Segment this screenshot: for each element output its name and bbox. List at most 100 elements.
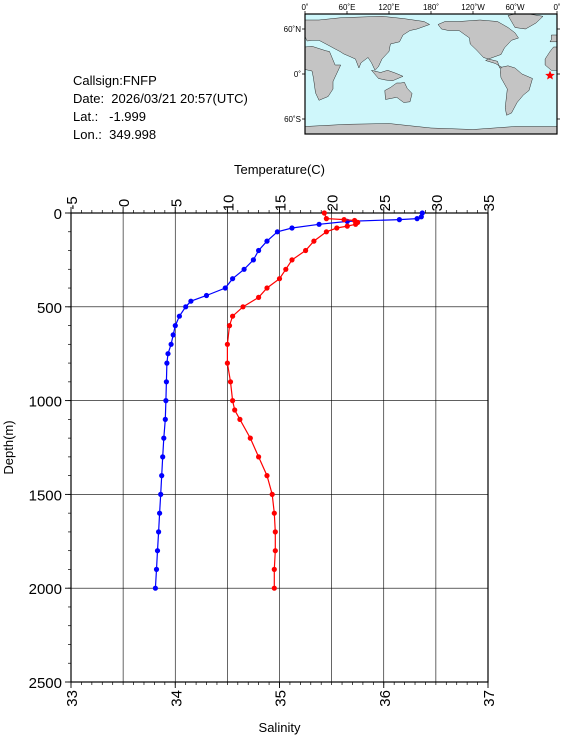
map-land-indonesia	[370, 69, 404, 82]
salinity-data-point	[272, 548, 278, 554]
depth-tick-label: 500	[37, 300, 62, 317]
salinity-data-point	[283, 266, 289, 272]
temperature-tick-label: 10	[220, 195, 237, 212]
temperature-data-point	[160, 454, 166, 460]
map-lon-label: 60˚W	[505, 3, 525, 12]
map-lon-label: 120˚E	[378, 3, 399, 12]
salinity-data-point	[226, 323, 233, 329]
salinity-data-point	[303, 247, 309, 254]
salinity-profile-line	[226, 212, 359, 589]
salinity-data-point	[230, 313, 236, 319]
temperature-data-point	[152, 585, 158, 591]
temperature-data-point	[161, 435, 167, 441]
temperature-data-point	[256, 247, 262, 254]
temperature-data-point	[163, 398, 169, 404]
map-land-greenland	[507, 13, 544, 30]
depth-tick-label: 2500	[29, 675, 62, 692]
temperature-data-point	[274, 229, 280, 235]
depth-tick-label: 0	[54, 206, 62, 223]
map-land-europe-asia	[304, 16, 431, 71]
map-land-north-america	[437, 19, 519, 60]
date-text: Date: 2026/03/21 20:57(UTC)	[73, 91, 248, 106]
station-info: Callsign:FNFP Date: 2026/03/21 20:57(UTC…	[73, 72, 248, 144]
salinity-data-point	[276, 276, 283, 282]
temperature-data-point	[203, 292, 210, 299]
salinity-data-point	[271, 566, 277, 573]
salinity-data-point	[271, 585, 277, 591]
temperature-tick-label: 20	[325, 195, 342, 212]
temperature-tick-label: -5	[64, 196, 81, 209]
map-lon-label: 120˚W	[461, 3, 485, 12]
salinity-tick-label: 33	[64, 690, 81, 707]
location-map: 0˚ 60˚E 120˚E 180˚ 120˚W 60˚W 0˚ 60˚N 0˚ 60˚S	[284, 3, 561, 135]
map-lat-label: 60˚N	[284, 25, 302, 34]
salinity-data-point	[240, 304, 246, 310]
map-lat-label: 0˚	[294, 70, 301, 79]
salinity-data-point	[323, 229, 329, 235]
temperature-data-point	[264, 238, 270, 244]
temperature-data-point	[165, 351, 171, 357]
temperature-data-point	[156, 529, 162, 535]
temperature-data-point	[316, 221, 322, 227]
temperature-tick-label: 35	[481, 195, 498, 212]
salinity-data-point	[269, 491, 275, 497]
temperature-data-point	[396, 217, 402, 223]
temperature-data-point	[230, 276, 236, 282]
salinity-data-point	[224, 360, 230, 366]
temperature-tick-label: 5	[168, 199, 185, 207]
station-marker-icon	[545, 70, 555, 80]
salinity-data-point	[237, 416, 243, 422]
temperature-data-point	[159, 473, 165, 479]
temperature-data-point	[176, 313, 182, 319]
temperature-axis-title: Temperature(C)	[234, 162, 325, 177]
salinity-data-point	[344, 223, 350, 229]
map-lon-label: 0˚	[301, 3, 308, 12]
temperature-data-point	[154, 548, 161, 554]
salinity-data-point	[334, 225, 340, 231]
salinity-data-point	[227, 379, 234, 385]
temperature-data-point	[158, 491, 164, 497]
salinity-axis-title: Salinity	[259, 720, 301, 735]
temperature-tick-label: 0	[116, 199, 133, 207]
depth-tick-label: 2000	[29, 581, 62, 598]
salinity-data-point	[272, 529, 278, 535]
salinity-data-point	[289, 257, 295, 263]
salinity-data-point	[256, 454, 262, 460]
salinity-data-point	[264, 285, 270, 291]
temperature-data-point	[250, 257, 256, 263]
salinity-tick-label: 36	[377, 690, 394, 707]
salinity-data-point	[256, 294, 262, 300]
map-lon-label: 60˚E	[339, 3, 356, 12]
temperature-data-point	[168, 341, 174, 347]
temperature-tick-label: 30	[429, 195, 446, 212]
temperature-data-point	[170, 332, 176, 338]
salinity-tick-label: 35	[273, 690, 290, 707]
temperature-data-point	[164, 360, 170, 366]
temperature-data-point	[289, 225, 295, 231]
salinity-data-point	[311, 238, 317, 244]
map-land-europe-west	[549, 34, 558, 42]
temperature-data-point	[222, 285, 228, 291]
salinity-tick-label: 37	[481, 690, 498, 707]
temperature-data-point	[163, 379, 169, 385]
temperature-data-point	[172, 323, 178, 329]
temperature-data-point	[157, 510, 163, 516]
salinity-tick-label: 34	[168, 690, 185, 707]
salinity-data-point	[341, 217, 347, 223]
callsign-text: Callsign:FNFP	[73, 73, 157, 88]
temperature-data-point	[241, 266, 247, 272]
map-land-australia	[384, 82, 413, 103]
map-lat-label: 60˚S	[284, 115, 301, 124]
depth-tick-label: 1500	[29, 487, 62, 504]
latitude-text: Lat.: -1.999	[73, 109, 146, 124]
map-lon-label: 180˚	[423, 3, 439, 12]
salinity-data-point	[353, 221, 359, 227]
salinity-data-point	[247, 435, 253, 441]
salinity-data-point	[230, 398, 236, 404]
temperature-tick-label: 25	[377, 195, 394, 212]
temperature-data-point	[153, 566, 160, 573]
map-lon-label: 0˚	[553, 3, 560, 12]
map-land-south-america	[500, 65, 533, 116]
temperature-data-point	[188, 298, 194, 304]
